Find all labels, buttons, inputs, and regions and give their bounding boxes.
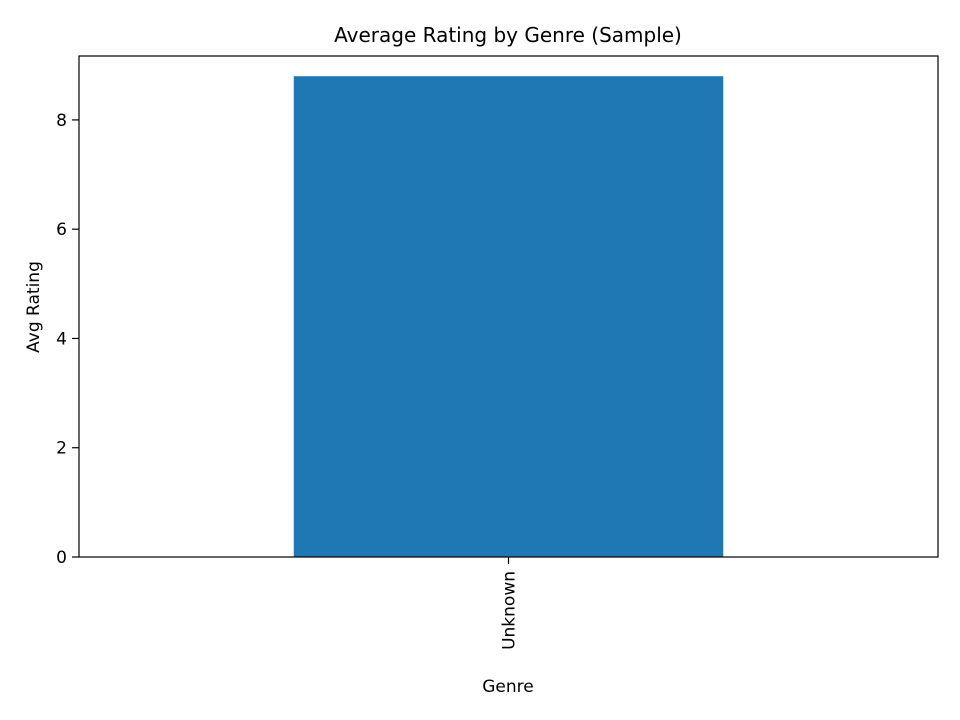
chart-title: Average Rating by Genre (Sample): [334, 23, 682, 47]
y-tick-label: 2: [56, 439, 67, 459]
y-axis-label: Avg Rating: [24, 261, 44, 353]
y-tick-label: 4: [56, 329, 67, 349]
bar: [293, 76, 724, 557]
x-axis-label: Genre: [482, 677, 533, 697]
y-tick-label: 6: [56, 220, 67, 240]
plot-frame: [78, 55, 939, 558]
y-tick-label: 8: [56, 111, 67, 131]
x-tick-label: Unknown: [500, 571, 520, 650]
plot-area: Unknown 0 2 4 6 8: [56, 55, 939, 650]
y-tick-label: 0: [56, 548, 67, 568]
